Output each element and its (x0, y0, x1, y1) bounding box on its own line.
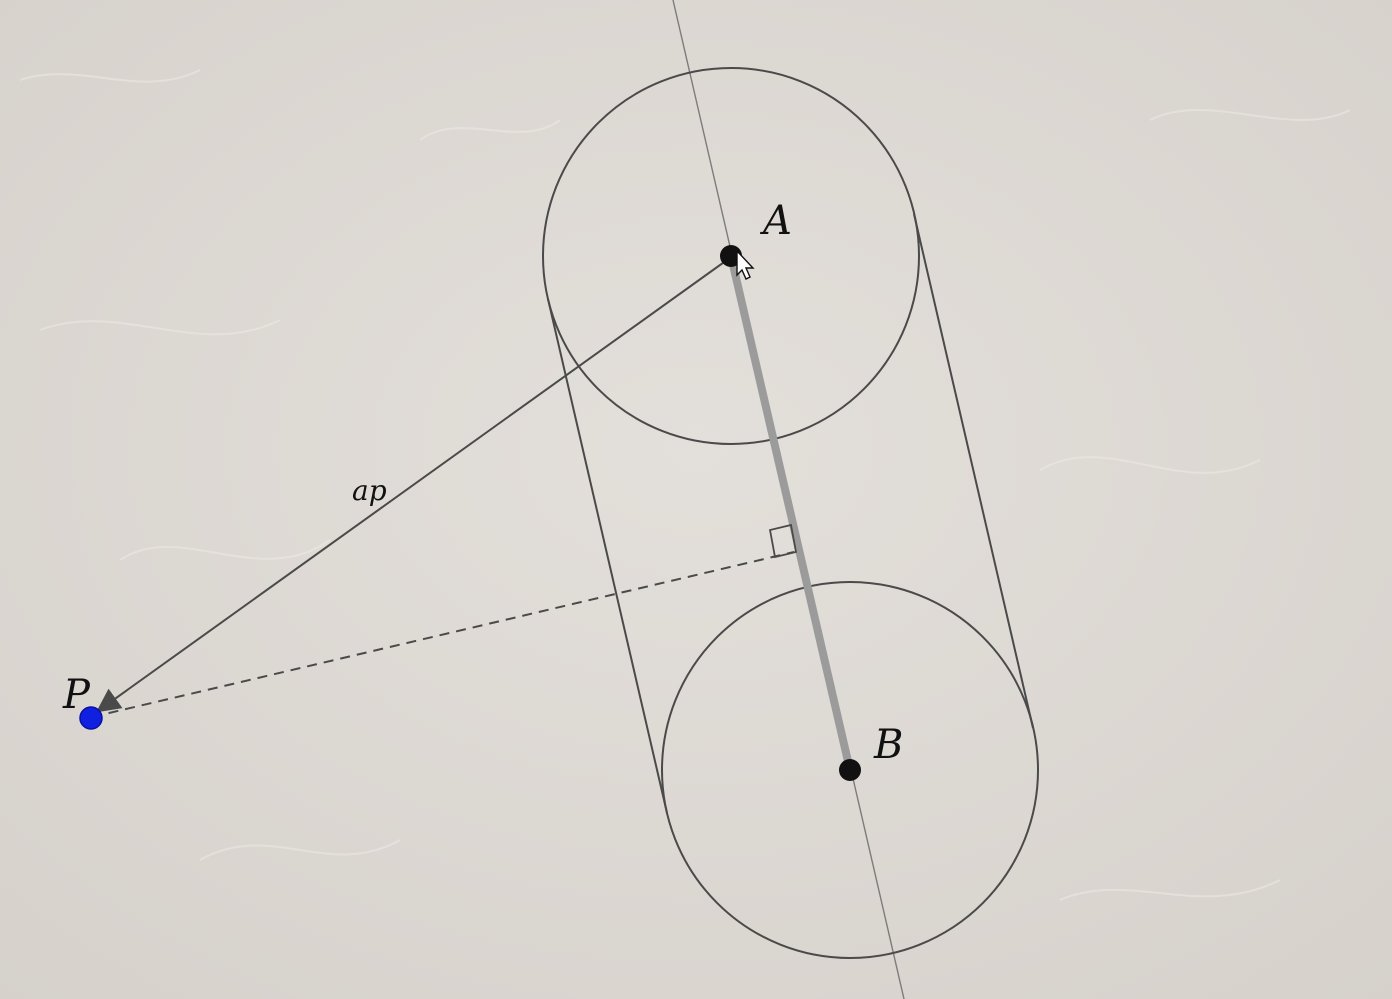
capsule-right-edge (913, 213, 1034, 729)
point-b[interactable] (839, 759, 861, 781)
label-point-a: A (759, 198, 792, 244)
label-point-p: P (62, 672, 91, 718)
vector-ap-arrow (96, 259, 728, 713)
label-vector-ap: ap (352, 474, 387, 507)
capsule-left-edge (547, 298, 668, 814)
segment-ab (727, 252, 854, 774)
mouse-cursor-icon (736, 249, 755, 280)
point-p[interactable] (79, 706, 103, 730)
circle-around-a (542, 67, 920, 445)
right-angle-marker (768, 523, 798, 559)
paper-fibers (19, 69, 1351, 901)
perpendicular-dashed-line (91, 551, 795, 718)
circle-around-b (661, 581, 1039, 959)
label-point-b: B (873, 722, 903, 768)
